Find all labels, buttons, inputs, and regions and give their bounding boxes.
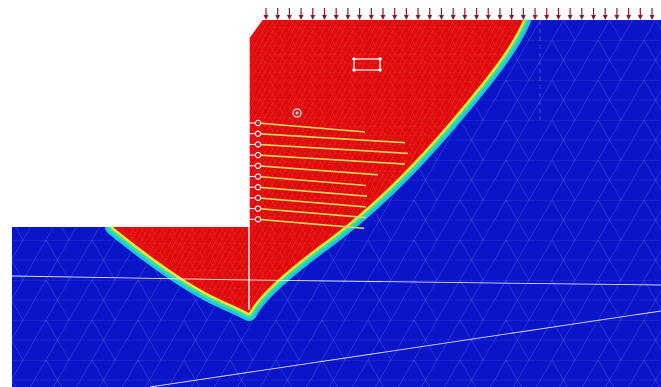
soil-nail[interactable] <box>249 141 409 155</box>
footing-marker[interactable] <box>352 57 382 72</box>
load-arrow <box>333 8 339 20</box>
load-arrow <box>286 8 292 20</box>
point-marker[interactable] <box>292 108 302 118</box>
soil-nail[interactable] <box>249 151 406 165</box>
load-arrow <box>637 8 643 20</box>
load-arrow <box>275 8 281 20</box>
load-arrow <box>438 8 444 20</box>
load-arrow <box>567 8 573 20</box>
load-arrow <box>310 8 316 20</box>
load-arrow <box>532 8 538 20</box>
failure-zone <box>105 12 531 321</box>
load-arrow <box>474 8 480 20</box>
soil-nail[interactable] <box>249 130 406 144</box>
soil-nail[interactable] <box>249 162 379 176</box>
soil-nail[interactable] <box>249 194 367 208</box>
load-arrow <box>614 8 620 20</box>
load-arrow <box>602 8 608 20</box>
soil-nail[interactable] <box>249 173 367 187</box>
soil-nail[interactable] <box>249 216 365 230</box>
load-arrow <box>345 8 351 20</box>
load-arrow <box>555 8 561 20</box>
load-arrow <box>392 8 398 20</box>
soil-nails <box>249 119 409 230</box>
load-arrow <box>497 8 503 20</box>
load-arrow <box>263 8 269 20</box>
boundary-lines <box>11 19 661 387</box>
load-arrow <box>403 8 409 20</box>
load-arrow <box>509 8 515 20</box>
soil-nail[interactable] <box>249 205 367 219</box>
load-arrow <box>368 8 374 20</box>
load-arrow <box>520 8 526 20</box>
load-arrow <box>485 8 491 20</box>
load-arrow <box>415 8 421 20</box>
load-arrow <box>649 8 655 20</box>
load-arrow <box>544 8 550 20</box>
load-arrow <box>380 8 386 20</box>
soil-nail[interactable] <box>249 119 366 133</box>
load-arrow <box>450 8 456 20</box>
load-arrow <box>427 8 433 20</box>
load-arrow <box>626 8 632 20</box>
load-arrow <box>357 8 363 20</box>
load-arrow <box>591 8 597 20</box>
load-arrow <box>321 8 327 20</box>
load-arrow <box>579 8 585 20</box>
soil-nail[interactable] <box>249 183 368 197</box>
surcharge-load <box>263 8 655 20</box>
load-arrow <box>462 8 468 20</box>
load-arrow <box>298 8 304 20</box>
